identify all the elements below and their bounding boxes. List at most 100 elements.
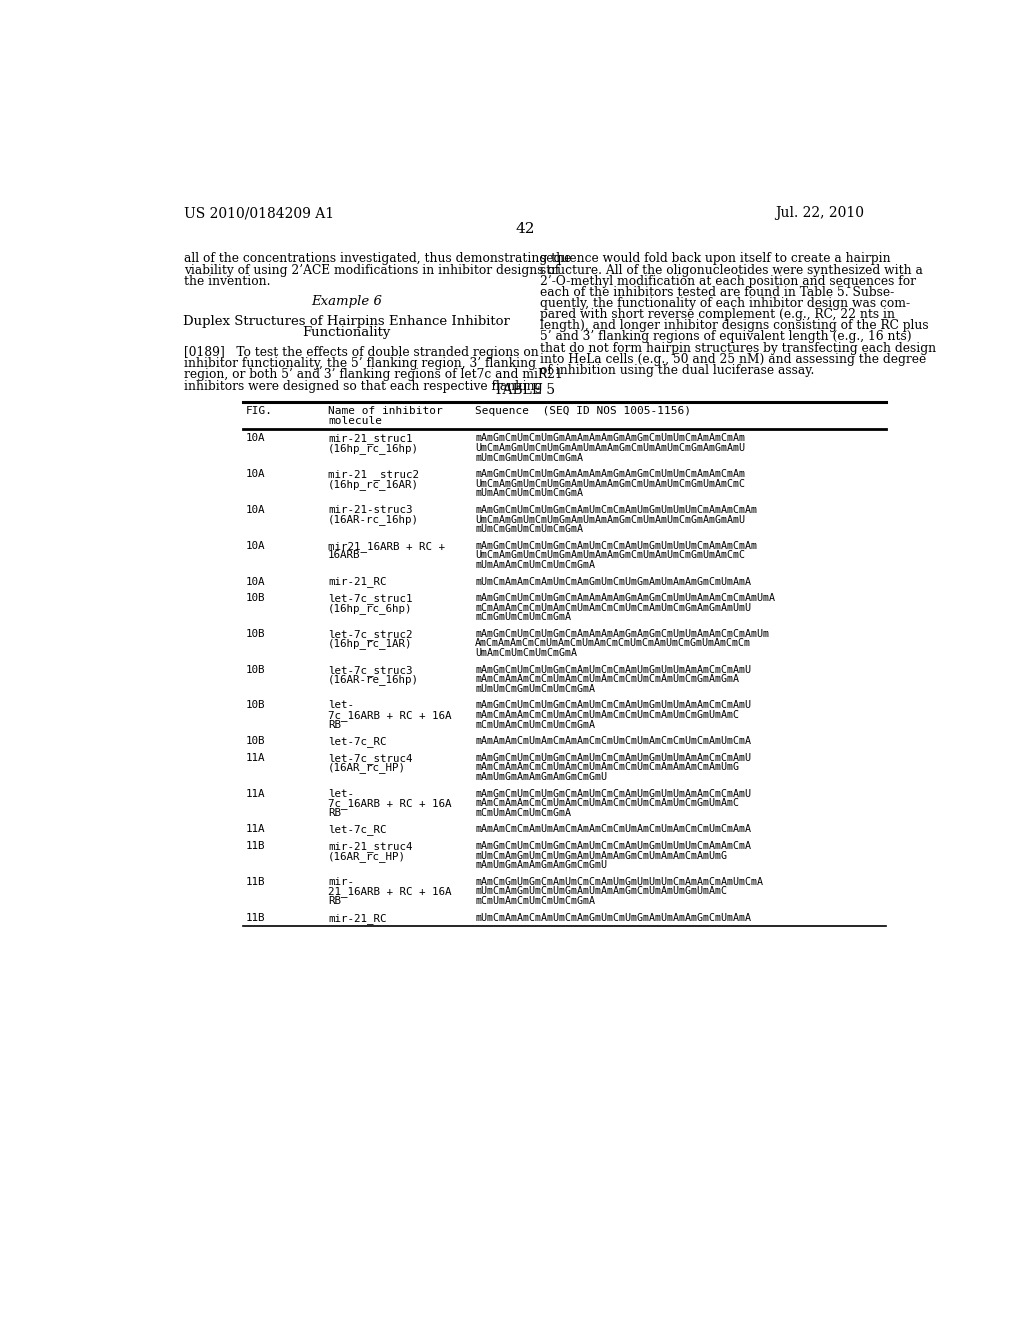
Text: mAmGmCmUmCmUmGmCmAmUmCmCmAmUmGmUmUmAmAmCmCmAmU: mAmGmCmUmCmUmGmCmAmUmCmCmAmUmGmUmUmAmAmC… bbox=[475, 788, 752, 799]
Text: Functionality: Functionality bbox=[302, 326, 391, 339]
Text: mAmUmGmAmAmGmAmGmCmGmU: mAmUmGmAmAmGmAmGmCmGmU bbox=[475, 772, 607, 781]
Text: 7c_16ARB + RC + 16A: 7c_16ARB + RC + 16A bbox=[328, 710, 452, 721]
Text: (16AR-re_16hp): (16AR-re_16hp) bbox=[328, 675, 419, 685]
Text: Jul. 22, 2010: Jul. 22, 2010 bbox=[775, 206, 864, 220]
Text: US 2010/0184209 A1: US 2010/0184209 A1 bbox=[183, 206, 334, 220]
Text: let-: let- bbox=[328, 788, 354, 799]
Text: 10B: 10B bbox=[246, 737, 265, 746]
Text: the invention.: the invention. bbox=[183, 275, 270, 288]
Text: mAmUmGmAmAmGmAmGmCmGmU: mAmUmGmAmAmGmAmGmCmGmU bbox=[475, 861, 607, 870]
Text: mAmGmCmUmCmUmGmAmAmAmAmGmAmGmCmUmUmCmAmAmCmAm: mAmGmCmUmCmUmGmAmAmAmAmGmAmGmCmUmUmCmAmA… bbox=[475, 433, 745, 444]
Text: 2’-O-methyl modification at each position and sequences for: 2’-O-methyl modification at each positio… bbox=[541, 275, 916, 288]
Text: quently, the functionality of each inhibitor design was com-: quently, the functionality of each inhib… bbox=[541, 297, 910, 310]
Text: 11A: 11A bbox=[246, 825, 265, 834]
Text: Example 6: Example 6 bbox=[311, 294, 382, 308]
Text: mCmAmAmCmCmUmAmCmUmAmCmCmUmCmAmUmCmGmAmGmAmUmU: mCmAmAmCmCmUmAmCmUmAmCmCmUmCmAmUmCmGmAmG… bbox=[475, 603, 752, 612]
Text: mCmUmAmCmUmCmUmCmGmA: mCmUmAmCmUmCmUmCmGmA bbox=[475, 719, 595, 730]
Text: mAmGmCmUmCmUmGmAmAmAmAmGmAmGmCmUmUmCmAmAmCmAm: mAmGmCmUmCmUmGmAmAmAmAmGmAmGmCmUmUmCmAmA… bbox=[475, 469, 745, 479]
Text: 10B: 10B bbox=[246, 665, 265, 675]
Text: UmCmAmGmUmCmUmGmAmUmAmAmGmCmUmAmUmCmGmUmAmCmC: UmCmAmGmUmCmUmGmAmUmAmAmGmCmUmAmUmCmGmUm… bbox=[475, 550, 745, 560]
Text: 11B: 11B bbox=[246, 912, 265, 923]
Text: AmCmAmAmCmCmUmAmCmUmAmCmCmUmCmAmUmCmGmUmAmCmCm: AmCmAmAmCmCmUmAmCmUmAmCmCmUmCmAmUmCmGmUm… bbox=[475, 639, 752, 648]
Text: 16ARB: 16ARB bbox=[328, 550, 360, 560]
Text: mUmCmAmAmCmAmUmCmAmGmUmCmUmGmAmUmAmAmGmCmUmAmA: mUmCmAmAmCmAmUmCmAmGmUmCmUmGmAmUmAmAmGmC… bbox=[475, 577, 752, 586]
Text: 7c_16ARB + RC + 16A: 7c_16ARB + RC + 16A bbox=[328, 799, 452, 809]
Text: mir-21_struc1: mir-21_struc1 bbox=[328, 433, 413, 445]
Text: mir-21 _struc2: mir-21 _struc2 bbox=[328, 469, 419, 480]
Text: each of the inhibitors tested are found in Table 5. Subse-: each of the inhibitors tested are found … bbox=[541, 286, 895, 298]
Text: viability of using 2’ACE modifications in inhibitor designs of: viability of using 2’ACE modifications i… bbox=[183, 264, 559, 276]
Text: UmCmAmGmUmCmUmGmAmUmAmAmGmCmUmAmUmCmGmAmGmAmU: UmCmAmGmUmCmUmGmAmUmAmAmGmCmUmAmUmCmGmAm… bbox=[475, 444, 745, 453]
Text: let-7c_struc4: let-7c_struc4 bbox=[328, 752, 413, 764]
Text: let-7c_struc3: let-7c_struc3 bbox=[328, 665, 413, 676]
Text: Name of inhibitor: Name of inhibitor bbox=[328, 405, 442, 416]
Text: 11A: 11A bbox=[246, 752, 265, 763]
Text: mUmAmAmCmUmCmUmCmGmA: mUmAmAmCmUmCmUmCmGmA bbox=[475, 560, 595, 570]
Text: mUmCmAmAmCmAmUmCmAmGmUmCmUmGmAmUmAmAmGmCmUmAmA: mUmCmAmAmCmAmUmCmAmGmUmCmUmGmAmUmAmAmGmC… bbox=[475, 912, 752, 923]
Text: (16hp_rc_1AR): (16hp_rc_1AR) bbox=[328, 639, 413, 649]
Text: (16AR_rc_HP): (16AR_rc_HP) bbox=[328, 763, 406, 774]
Text: Duplex Structures of Hairpins Enhance Inhibitor: Duplex Structures of Hairpins Enhance In… bbox=[183, 315, 510, 327]
Text: (16AR-rc_16hp): (16AR-rc_16hp) bbox=[328, 515, 419, 525]
Text: mAmAmCmCmAmUmAmCmAmAmCmCmUmAmCmUmAmCmCmUmCmAmA: mAmAmCmCmAmUmAmCmAmAmCmCmUmAmCmUmAmCmCmU… bbox=[475, 825, 752, 834]
Text: mAmGmCmUmCmUmGmCmAmUmCmCmAmUmGmUmUmAmAmCmCmAmU: mAmGmCmUmCmUmGmCmAmUmCmCmAmUmGmUmUmAmAmC… bbox=[475, 701, 752, 710]
Text: that do not form hairpin structures by transfecting each design: that do not form hairpin structures by t… bbox=[541, 342, 936, 355]
Text: mAmGmCmUmCmUmGmCmAmUmCmCmAmUmGmUmUmAmAmCmCmAmU: mAmGmCmUmCmUmGmCmAmUmCmCmAmUmGmUmUmAmAmC… bbox=[475, 665, 752, 675]
Text: (16hp_rc_6hp): (16hp_rc_6hp) bbox=[328, 603, 413, 614]
Text: 11B: 11B bbox=[246, 841, 265, 851]
Text: mUmCmAmGmUmCmUmGmAmUmAmAmGmCmUmAmAmCmAmUmG: mUmCmAmGmUmCmUmGmAmUmAmAmGmCmUmAmAmCmAmU… bbox=[475, 850, 727, 861]
Text: (16hp_rc_16AR): (16hp_rc_16AR) bbox=[328, 479, 419, 490]
Text: Sequence  (SEQ ID NOS 1005-1156): Sequence (SEQ ID NOS 1005-1156) bbox=[475, 405, 691, 416]
Text: 42: 42 bbox=[515, 222, 535, 235]
Text: 10A: 10A bbox=[246, 506, 265, 515]
Text: of inhibition using the dual luciferase assay.: of inhibition using the dual luciferase … bbox=[541, 364, 815, 378]
Text: mir-: mir- bbox=[328, 876, 354, 887]
Text: molecule: molecule bbox=[328, 416, 382, 425]
Text: mAmGmCmUmCmUmGmCmAmUmCmCmAmUmGmUmUmUmCmAmAmCmA: mAmGmCmUmCmUmGmCmAmUmCmCmAmUmGmUmUmUmCmA… bbox=[475, 841, 752, 851]
Text: mAmCmAmAmCmCmUmAmCmUmAmCmCmUmCmAmAmAmCmAmUmG: mAmCmAmAmCmCmUmAmCmUmAmCmCmUmCmAmAmAmCmA… bbox=[475, 763, 739, 772]
Text: 10A: 10A bbox=[246, 541, 265, 550]
Text: 10A: 10A bbox=[246, 577, 265, 586]
Text: inhibitor functionality, the 5’ flanking region, 3’ flanking: inhibitor functionality, the 5’ flanking… bbox=[183, 358, 536, 371]
Text: let-7c_RC: let-7c_RC bbox=[328, 737, 386, 747]
Text: RB: RB bbox=[328, 896, 341, 906]
Text: pared with short reverse complement (e.g., RC, 22 nts in: pared with short reverse complement (e.g… bbox=[541, 308, 895, 321]
Text: 10A: 10A bbox=[246, 469, 265, 479]
Text: mUmUmCmGmUmCmUmCmGmA: mUmUmCmGmUmCmUmCmGmA bbox=[475, 684, 595, 694]
Text: TABLE 5: TABLE 5 bbox=[495, 383, 555, 397]
Text: mAmGmCmUmCmUmGmCmAmUmCmCmAmUmGmUmUmUmCmAmAmCmAm: mAmGmCmUmCmUmGmCmAmUmCmCmAmUmGmUmUmUmCmA… bbox=[475, 541, 757, 550]
Text: mAmCmAmAmCmCmUmAmCmUmAmCmCmUmCmAmUmCmGmUmAmC: mAmCmAmAmCmCmUmAmCmUmAmCmCmUmCmAmUmCmGmU… bbox=[475, 710, 739, 721]
Text: UmCmAmGmUmCmUmGmAmUmAmAmGmCmUmAmUmCmGmUmAmCmC: UmCmAmGmUmCmUmGmAmUmAmAmGmCmUmAmUmCmGmUm… bbox=[475, 479, 745, 488]
Text: UmAmCmUmCmUmCmGmA: UmAmCmUmCmUmCmGmA bbox=[475, 648, 578, 659]
Text: mAmCmAmAmCmCmUmAmCmUmAmCmCmUmCmAmUmCmGmAmGmA: mAmCmAmAmCmCmUmAmCmUmAmCmCmUmCmAmUmCmGmA… bbox=[475, 675, 739, 684]
Text: sequence would fold back upon itself to create a hairpin: sequence would fold back upon itself to … bbox=[541, 252, 891, 265]
Text: RB: RB bbox=[328, 808, 341, 818]
Text: 10B: 10B bbox=[246, 701, 265, 710]
Text: 5’ and 3’ flanking regions of equivalent length (e.g., 16 nts): 5’ and 3’ flanking regions of equivalent… bbox=[541, 330, 912, 343]
Text: 21_16ARB + RC + 16A: 21_16ARB + RC + 16A bbox=[328, 887, 452, 898]
Text: 11B: 11B bbox=[246, 876, 265, 887]
Text: (16hp_rc_16hp): (16hp_rc_16hp) bbox=[328, 444, 419, 454]
Text: all of the concentrations investigated, thus demonstrating the: all of the concentrations investigated, … bbox=[183, 252, 571, 265]
Text: UmCmAmGmUmCmUmGmAmUmAmAmGmCmUmAmUmCmGmAmGmAmU: UmCmAmGmUmCmUmGmAmUmAmAmGmCmUmAmUmCmGmAm… bbox=[475, 515, 745, 524]
Text: mUmCmGmUmCmUmCmGmA: mUmCmGmUmCmUmCmGmA bbox=[475, 524, 584, 535]
Text: mAmGmCmUmCmUmGmCmAmAmAmAmGmAmGmCmUmUmAmAmCmCmAmUm: mAmGmCmUmCmUmGmCmAmAmAmAmGmAmGmCmUmUmAmA… bbox=[475, 628, 769, 639]
Text: let-7c_RC: let-7c_RC bbox=[328, 825, 386, 836]
Text: mAmCmAmAmCmCmUmAmCmUmAmCmCmUmCmAmUmCmGmUmAmC: mAmCmAmAmCmCmUmAmCmUmAmCmCmUmCmAmUmCmGmU… bbox=[475, 799, 739, 808]
Text: mAmGmCmUmCmUmGmCmAmUmCmCmAmUmGmUmUmUmCmAmAmCmAm: mAmGmCmUmCmUmGmCmAmUmCmCmAmUmGmUmUmUmCmA… bbox=[475, 506, 757, 515]
Text: mCmUmAmCmUmCmUmCmGmA: mCmUmAmCmUmCmUmCmGmA bbox=[475, 896, 595, 906]
Text: length), and longer inhibitor designs consisting of the RC plus: length), and longer inhibitor designs co… bbox=[541, 319, 929, 333]
Text: 10A: 10A bbox=[246, 433, 265, 444]
Text: structure. All of the oligonucleotides were synthesized with a: structure. All of the oligonucleotides w… bbox=[541, 264, 924, 276]
Text: let-7c_struc2: let-7c_struc2 bbox=[328, 628, 413, 640]
Text: mir-21_struc4: mir-21_struc4 bbox=[328, 841, 413, 851]
Text: mAmAmAmCmUmAmCmAmAmCmCmUmCmUmAmCmCmUmCmAmUmCmA: mAmAmAmCmUmAmCmAmAmCmCmUmCmUmAmCmCmUmCmA… bbox=[475, 737, 752, 746]
Text: into HeLa cells (e.g., 50 and 25 nM) and assessing the degree: into HeLa cells (e.g., 50 and 25 nM) and… bbox=[541, 352, 927, 366]
Text: mAmCmGmUmGmCmAmUmCmCmAmUmGmUmUmUmCmAmAmCmAmUmCmA: mAmCmGmUmGmCmAmUmCmCmAmUmGmUmUmUmCmAmAmC… bbox=[475, 876, 763, 887]
Text: mAmGmCmUmCmUmGmCmAmUmCmCmAmUmGmUmUmAmAmCmCmAmU: mAmGmCmUmCmUmGmCmAmUmCmCmAmUmGmUmUmAmAmC… bbox=[475, 752, 752, 763]
Text: mCmUmAmCmUmCmGmA: mCmUmAmCmUmCmGmA bbox=[475, 808, 571, 818]
Text: (16AR_rc_HP): (16AR_rc_HP) bbox=[328, 850, 406, 862]
Text: mir-21_RC: mir-21_RC bbox=[328, 577, 386, 587]
Text: mUmCmAmGmUmCmUmGmAmUmAmAmGmCmUmAmUmGmUmAmC: mUmCmAmGmUmCmUmGmAmUmAmAmGmCmUmAmUmGmUmA… bbox=[475, 887, 727, 896]
Text: mAmGmCmUmCmUmGmCmAmAmAmAmGmAmGmCmUmUmAmAmCmCmAmUmA: mAmGmCmUmCmUmGmCmAmAmAmAmGmAmGmCmUmUmAmA… bbox=[475, 593, 775, 603]
